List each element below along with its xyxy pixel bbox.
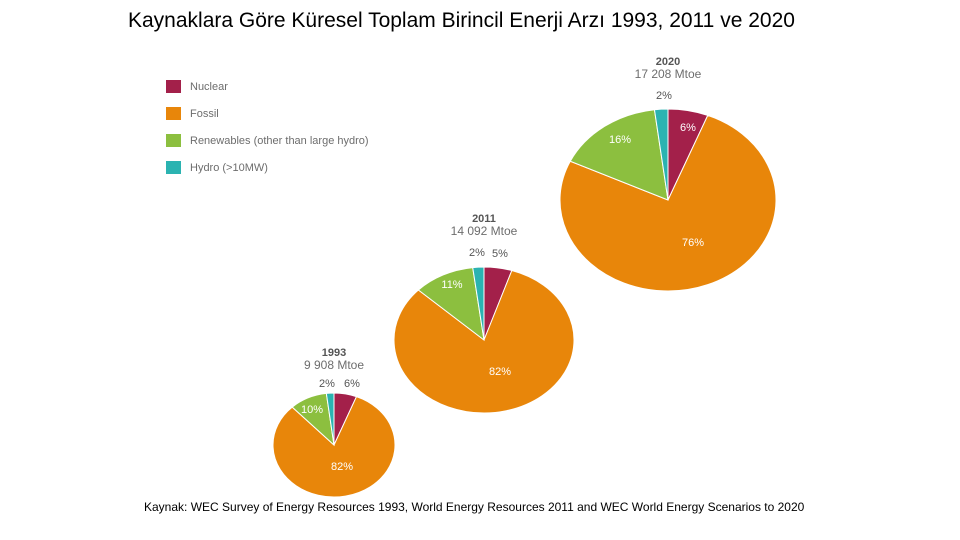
source-note: Kaynak: WEC Survey of Energy Resources 1… bbox=[144, 500, 805, 514]
pie-label-nuclear-1993: 6% bbox=[344, 378, 360, 390]
legend-label-renewables: Renewables (other than large hydro) bbox=[190, 134, 369, 147]
page-title: Kaynaklara Göre Küresel Toplam Birincil … bbox=[128, 9, 795, 32]
pie-subtitle-2020: 17 208 Mtoe bbox=[635, 67, 702, 81]
legend-swatch-nuclear bbox=[166, 80, 181, 93]
chart-legend: Nuclear Fossil Renewables (other than la… bbox=[166, 73, 369, 181]
pie-subtitle-2011: 14 092 Mtoe bbox=[451, 224, 518, 238]
pie-label-nuclear-2020: 6% bbox=[680, 122, 696, 134]
legend-swatch-hydro bbox=[166, 161, 181, 174]
pie-title-2020: 2020 bbox=[656, 56, 680, 68]
legend-label-nuclear: Nuclear bbox=[190, 80, 228, 93]
legend-item-nuclear: Nuclear bbox=[166, 73, 369, 100]
pie-label-fossil-1993: 82% bbox=[331, 461, 353, 473]
pie-label-nuclear-2011: 5% bbox=[492, 248, 508, 260]
legend-swatch-renewables bbox=[166, 134, 181, 147]
pie-title-2011: 2011 bbox=[472, 213, 496, 225]
pie-label-hydro-2020: 2% bbox=[656, 90, 672, 102]
pie-subtitle-1993: 9 908 Mtoe bbox=[304, 358, 364, 372]
legend-label-fossil: Fossil bbox=[190, 107, 219, 120]
pie-label-fossil-2020: 76% bbox=[682, 237, 704, 249]
pie-label-renewables-2011: 11% bbox=[441, 279, 462, 291]
legend-item-fossil: Fossil bbox=[166, 100, 369, 127]
legend-item-renewables: Renewables (other than large hydro) bbox=[166, 127, 369, 154]
pie-label-fossil-2011: 82% bbox=[489, 366, 511, 378]
pie-title-1993: 1993 bbox=[322, 347, 346, 359]
pie-slice-hydro-1993 bbox=[325, 392, 335, 446]
pie-slice-hydro-2011 bbox=[472, 266, 485, 341]
pie-label-hydro-1993: 2% bbox=[319, 378, 335, 390]
legend-label-hydro: Hydro (>10MW) bbox=[190, 161, 268, 174]
legend-item-hydro: Hydro (>10MW) bbox=[166, 154, 369, 181]
pie-slice-fossil-2020 bbox=[559, 114, 777, 292]
pie-label-hydro-2011: 2% bbox=[469, 247, 485, 259]
pie-slice-hydro-2020 bbox=[653, 108, 669, 201]
pie-slice-renewables-2020 bbox=[569, 109, 669, 201]
pie-label-renewables-1993: 10% bbox=[301, 404, 323, 416]
pie-slice-fossil-1993 bbox=[272, 396, 396, 498]
pie-label-renewables-2020: 16% bbox=[609, 134, 631, 146]
legend-swatch-fossil bbox=[166, 107, 181, 120]
